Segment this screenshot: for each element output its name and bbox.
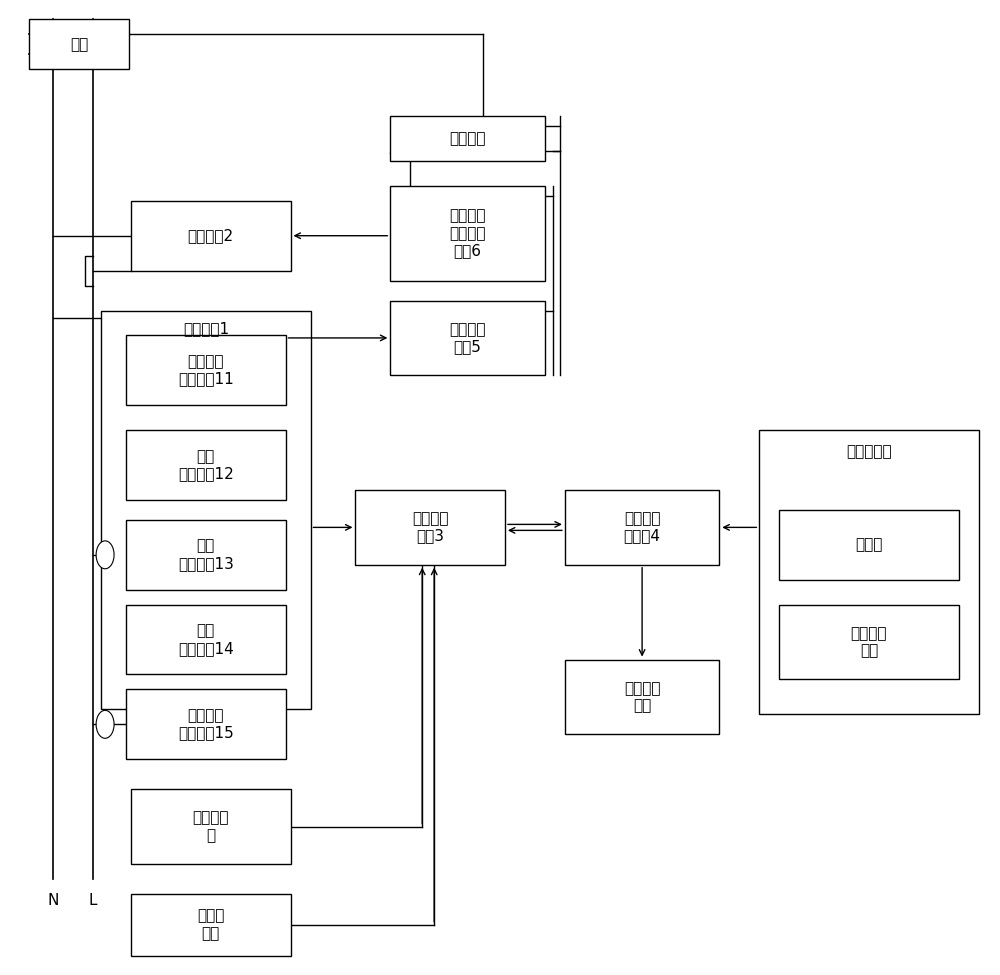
Text: N: N xyxy=(48,893,59,909)
Text: 负载: 负载 xyxy=(70,37,88,52)
Bar xyxy=(390,116,545,161)
Text: 电流
检测单元13: 电流 检测单元13 xyxy=(178,538,234,571)
Text: 故障电弧
模拟发生
单元6: 故障电弧 模拟发生 单元6 xyxy=(449,209,486,258)
Bar xyxy=(565,659,719,734)
Text: 剩余电流
检测单元15: 剩余电流 检测单元15 xyxy=(178,708,234,741)
Bar xyxy=(126,604,286,675)
Bar xyxy=(759,430,979,715)
Text: ＧＰＳ
单元: ＧＰＳ 单元 xyxy=(197,909,224,941)
Text: L: L xyxy=(89,893,97,909)
Bar xyxy=(131,894,291,956)
Bar xyxy=(126,335,286,406)
Text: 烟感探测
器: 烟感探测 器 xyxy=(193,810,229,842)
Bar xyxy=(355,490,505,565)
Bar xyxy=(565,490,719,565)
Text: 故障电弧
检测单元11: 故障电弧 检测单元11 xyxy=(178,354,234,386)
Text: 检测单元1: 检测单元1 xyxy=(183,321,229,336)
Bar xyxy=(101,310,311,710)
Text: 声光报警
单元5: 声光报警 单元5 xyxy=(449,322,486,354)
Text: 移动通信
网络: 移动通信 网络 xyxy=(851,626,887,658)
Bar xyxy=(390,300,545,375)
Ellipse shape xyxy=(96,711,114,738)
Text: 电压
检测单元12: 电压 检测单元12 xyxy=(178,448,234,482)
Text: 电源电路: 电源电路 xyxy=(449,131,486,146)
Text: 移动通信
直放站4: 移动通信 直放站4 xyxy=(624,511,661,544)
Bar xyxy=(126,520,286,590)
Bar xyxy=(779,510,959,580)
Text: 移动因特网: 移动因特网 xyxy=(846,445,892,459)
Bar xyxy=(131,789,291,864)
Text: 因特网: 因特网 xyxy=(855,537,883,552)
Text: 无线通信
单元3: 无线通信 单元3 xyxy=(412,511,448,544)
Bar xyxy=(126,689,286,760)
Bar xyxy=(126,430,286,500)
Bar xyxy=(779,604,959,680)
Bar xyxy=(390,186,545,281)
Text: 温度
检测单元14: 温度 检测单元14 xyxy=(178,623,234,656)
Text: 主控开关2: 主控开关2 xyxy=(188,228,234,243)
Text: 移动通信
设备: 移动通信 设备 xyxy=(624,681,660,713)
Ellipse shape xyxy=(96,541,114,568)
Bar xyxy=(131,201,291,271)
Bar xyxy=(29,20,129,69)
